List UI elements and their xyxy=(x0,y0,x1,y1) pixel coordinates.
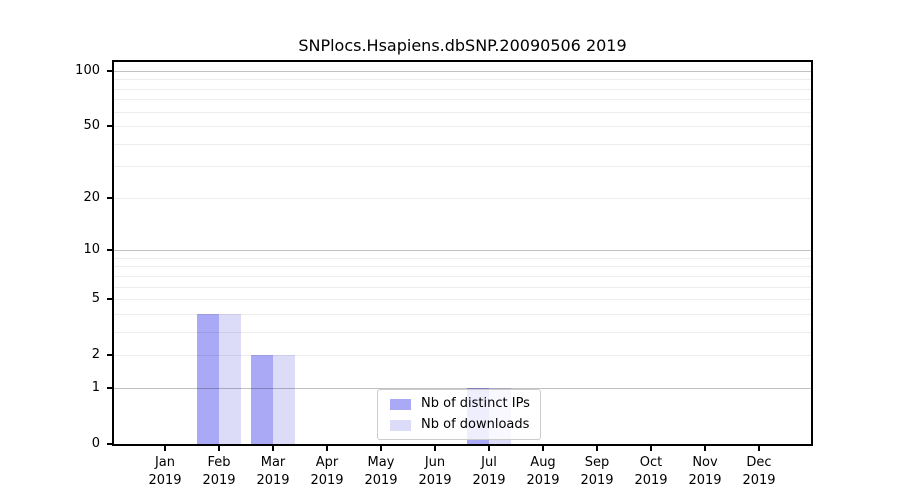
x-tick-year: 2019 xyxy=(418,473,452,488)
legend-label-downloads: Nb of downloads xyxy=(421,417,530,432)
legend-swatch-downloads-icon xyxy=(390,419,411,431)
chart-title: SNPlocs.Hsapiens.dbSNP.20090506 2019 xyxy=(298,36,627,55)
x-tick-feb xyxy=(218,444,220,451)
x-tick-label-jan: Jan 2019 xyxy=(135,454,195,490)
x-tick-month: Mar xyxy=(260,455,286,470)
x-tick-month: Aug xyxy=(530,455,556,470)
y-tick-label-0: 0 xyxy=(91,436,100,451)
minor-gridline-7 xyxy=(114,276,811,277)
x-tick-label-sep: Sep 2019 xyxy=(567,454,627,490)
y-tick-label-20: 20 xyxy=(83,189,100,205)
y-tick-label-5: 5 xyxy=(91,291,100,307)
bar-downloads-mar xyxy=(273,355,295,444)
x-tick-month: Dec xyxy=(746,455,772,470)
x-tick-label-may: May 2019 xyxy=(351,454,411,490)
x-tick-year: 2019 xyxy=(310,473,344,488)
y-tick-5 xyxy=(107,298,112,301)
x-tick-nov xyxy=(704,444,706,451)
x-tick-month: Jan xyxy=(154,455,176,470)
y-tick-1 xyxy=(107,386,112,389)
legend-item-downloads: Nb of downloads xyxy=(390,417,530,433)
x-tick-label-aug: Aug 2019 xyxy=(513,454,573,490)
bar-distinct-ips-mar xyxy=(251,355,273,444)
x-tick-month: Feb xyxy=(207,455,231,470)
x-tick-oct xyxy=(650,444,652,451)
x-tick-year: 2019 xyxy=(526,473,560,488)
major-gridline-1 xyxy=(114,388,811,389)
x-tick-year: 2019 xyxy=(148,473,182,488)
y-tick-label-10: 10 xyxy=(83,242,100,258)
y-tick-label-1: 1 xyxy=(91,379,100,395)
x-tick-month: Nov xyxy=(692,455,718,470)
x-tick-dec xyxy=(758,444,760,451)
x-tick-label-feb: Feb 2019 xyxy=(189,454,249,490)
minor-gridline-6 xyxy=(114,287,811,288)
y-tick-label-50: 50 xyxy=(83,118,100,134)
legend-swatch-distinct-ips-icon xyxy=(390,398,411,410)
x-tick-year: 2019 xyxy=(580,473,614,488)
x-tick-label-apr: Apr 2019 xyxy=(297,454,357,490)
y-tick-label-2: 2 xyxy=(91,347,100,363)
x-tick-year: 2019 xyxy=(688,473,722,488)
minor-gridline-70 xyxy=(114,99,811,100)
bar-downloads-feb xyxy=(219,313,241,444)
major-gridline-100 xyxy=(114,71,811,72)
legend-item-distinct-ips: Nb of distinct IPs xyxy=(390,396,530,412)
x-tick-may xyxy=(380,444,382,451)
x-tick-sep xyxy=(596,444,598,451)
x-tick-month: Sep xyxy=(584,455,610,470)
y-tick-20 xyxy=(107,196,112,199)
minor-gridline-3 xyxy=(114,332,811,333)
y-tick-2 xyxy=(107,354,112,357)
minor-gridline-40 xyxy=(114,144,811,145)
x-tick-label-nov: Nov 2019 xyxy=(675,454,735,490)
minor-gridline-8 xyxy=(114,266,811,267)
x-tick-year: 2019 xyxy=(472,473,506,488)
y-tick-10 xyxy=(107,249,112,252)
bar-distinct-ips-feb xyxy=(197,313,219,444)
minor-gridline-5 xyxy=(114,299,811,300)
x-tick-label-jul: Jul 2019 xyxy=(459,454,519,490)
y-tick-50 xyxy=(107,125,112,128)
x-tick-month: Oct xyxy=(639,455,663,470)
minor-gridline-4 xyxy=(114,314,811,315)
x-tick-month: Jul xyxy=(481,455,497,470)
minor-gridline-80 xyxy=(114,89,811,90)
x-tick-year: 2019 xyxy=(364,473,398,488)
x-tick-year: 2019 xyxy=(634,473,668,488)
minor-gridline-9 xyxy=(114,258,811,259)
minor-gridline-30 xyxy=(114,166,811,167)
x-tick-year: 2019 xyxy=(256,473,290,488)
y-tick-label-100: 100 xyxy=(75,63,100,78)
x-tick-apr xyxy=(326,444,328,451)
y-tick-100 xyxy=(107,70,112,72)
x-tick-label-jun: Jun 2019 xyxy=(405,454,465,490)
x-tick-label-dec: Dec 2019 xyxy=(729,454,789,490)
plot-area: Nb of distinct IPs Nb of downloads 0 1 2 5 1… xyxy=(75,60,813,488)
legend: Nb of distinct IPs Nb of downloads xyxy=(377,389,541,440)
x-tick-jun xyxy=(434,444,436,451)
x-tick-mar xyxy=(272,444,274,451)
x-tick-jan xyxy=(164,444,166,451)
y-tick-0 xyxy=(107,443,112,445)
minor-gridline-60 xyxy=(114,112,811,113)
x-tick-aug xyxy=(542,444,544,451)
x-tick-jul xyxy=(488,444,490,451)
x-tick-month: Apr xyxy=(315,455,339,470)
x-tick-year: 2019 xyxy=(202,473,236,488)
minor-gridline-90 xyxy=(114,79,811,80)
x-tick-month: May xyxy=(367,455,395,470)
minor-gridline-20 xyxy=(114,198,811,199)
x-tick-label-mar: Mar 2019 xyxy=(243,454,303,490)
legend-label-distinct-ips: Nb of distinct IPs xyxy=(421,396,530,411)
x-tick-month: Jun xyxy=(424,455,446,470)
x-tick-label-oct: Oct 2019 xyxy=(621,454,681,490)
major-gridline-10 xyxy=(114,250,811,251)
minor-gridline-2 xyxy=(114,355,811,356)
x-tick-year: 2019 xyxy=(742,473,776,488)
minor-gridline-50 xyxy=(114,126,811,127)
